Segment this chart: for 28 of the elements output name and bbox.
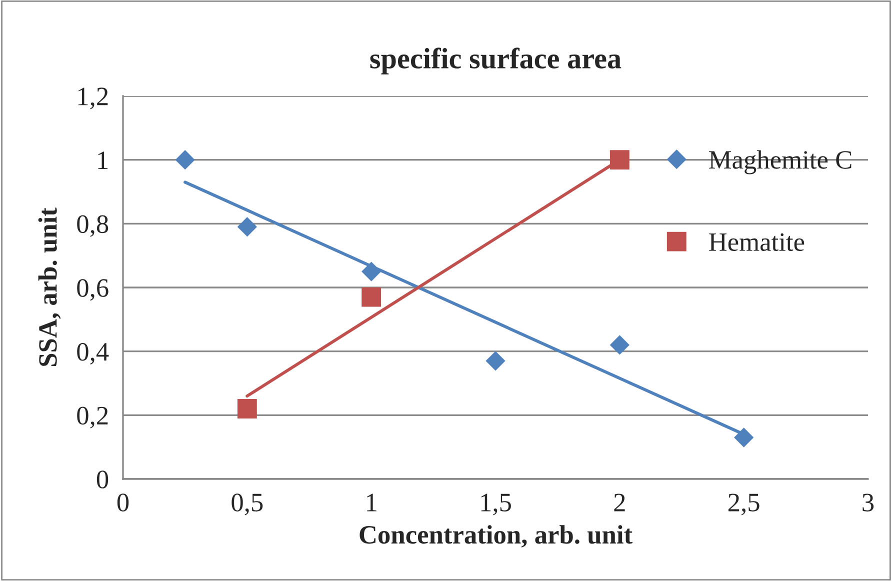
y-tick-label: 1 xyxy=(98,152,108,169)
x-tick-label: 1,5 xyxy=(481,494,511,516)
legend-label: Maghemite C xyxy=(709,150,852,174)
point xyxy=(362,262,381,282)
point xyxy=(610,150,630,170)
x-tick-label: 0 xyxy=(117,494,129,512)
y-tick-label: 0,6 xyxy=(77,279,108,301)
point xyxy=(610,335,630,354)
x-tick-label: 2,5 xyxy=(728,494,760,516)
point xyxy=(176,150,195,170)
y-axis-title: SSA, arb. unit xyxy=(38,208,61,366)
x-axis-title: Concentration, arb. unit xyxy=(360,525,632,548)
x-tick-label: 1 xyxy=(367,494,376,512)
point xyxy=(238,217,257,236)
y-tick-label: 0 xyxy=(96,470,108,488)
chart-title: specific surface area xyxy=(370,48,622,74)
point xyxy=(362,287,382,307)
y-tick-label: 0,4 xyxy=(77,342,109,365)
point xyxy=(237,399,257,419)
y-tick-label: 1,2 xyxy=(78,88,108,110)
y-tick-label: 0,2 xyxy=(77,406,108,428)
x-tick-label: 0,5 xyxy=(232,494,263,516)
point xyxy=(734,428,754,448)
point xyxy=(486,351,506,370)
x-tick-label: 2 xyxy=(614,494,625,512)
legend-label: Hematite xyxy=(709,233,804,252)
y-tick-label: 0,8 xyxy=(77,215,108,237)
x-tick-label: 3 xyxy=(862,494,874,512)
